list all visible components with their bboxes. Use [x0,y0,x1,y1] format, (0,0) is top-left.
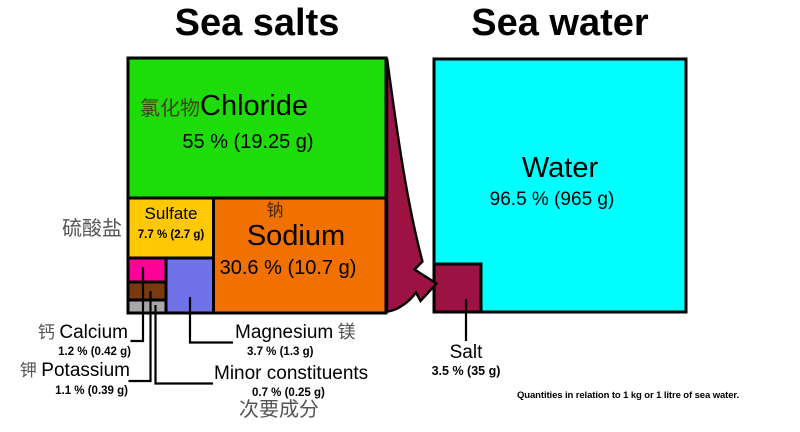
sea-water-title: Sea water [471,2,649,44]
calcium-leader-line [130,267,145,343]
sodium-label-en: Sodium [246,220,346,252]
chloride-label-en: Chloride [200,90,308,122]
calcium-value: 1.2 % (0.42 g) [58,346,131,358]
magnesium-leader-line [188,297,233,344]
sulfate-value: 7.7 % (2.7 g) [137,229,205,241]
chloride-value: 55 % (19.25 g) [182,131,314,153]
chloride-label-cn: 氯化物 [140,98,200,120]
minor-constituents-label-cn: 次要成分 [239,399,319,421]
sodium-value: 30.6 % (10.7 g) [219,257,357,279]
magnesium-label-en: Magnesium [235,322,334,343]
minor-constituents-value: 0.7 % (0.25 g) [252,387,325,399]
salt-label: Salt [449,342,483,363]
minor-constituents-label: Minor constituents [214,363,369,384]
potassium-label-en: Potassium [41,360,130,381]
magnesium-label: Magnesium 镁 [235,323,356,343]
salt-flow-arrow [385,57,439,314]
potassium-leader-line [128,291,152,383]
potassium-label-cn: 钾 [19,361,37,380]
potassium-value: 1.1 % (0.39 g) [55,385,128,397]
calcium-label-en: Calcium [59,322,128,343]
sodium-label-cn: 钠 [266,201,284,220]
chloride-label: 氯化物Chloride [128,91,320,121]
potassium-box [126,280,168,302]
salt-box [432,262,483,314]
calcium-label: 钙 Calcium [18,323,128,343]
minor-constituents-leader-line [154,305,213,385]
salt-value: 3.5 % (35 g) [431,364,501,378]
sea-salts-title: Sea salts [174,2,340,44]
water-value: 96.5 % (965 g) [489,189,615,210]
magnesium-label-cn: 镁 [337,322,356,342]
minor-constituents-box [126,298,168,315]
sulfate-label: Sulfate [144,204,198,223]
magnesium-value: 3.7 % (1.3 g) [247,346,314,358]
footer-note: Quantities in relation to 1 kg or 1 litr… [517,390,740,401]
potassium-label: 钾 Potassium [10,361,130,381]
sodium-box [212,196,388,315]
calcium-label-cn: 钙 [37,323,55,342]
water-label: Water [521,152,599,184]
chloride-box [126,56,388,200]
sulfate-label-cn: 硫酸盐 [62,218,122,240]
calcium-box [126,256,168,284]
